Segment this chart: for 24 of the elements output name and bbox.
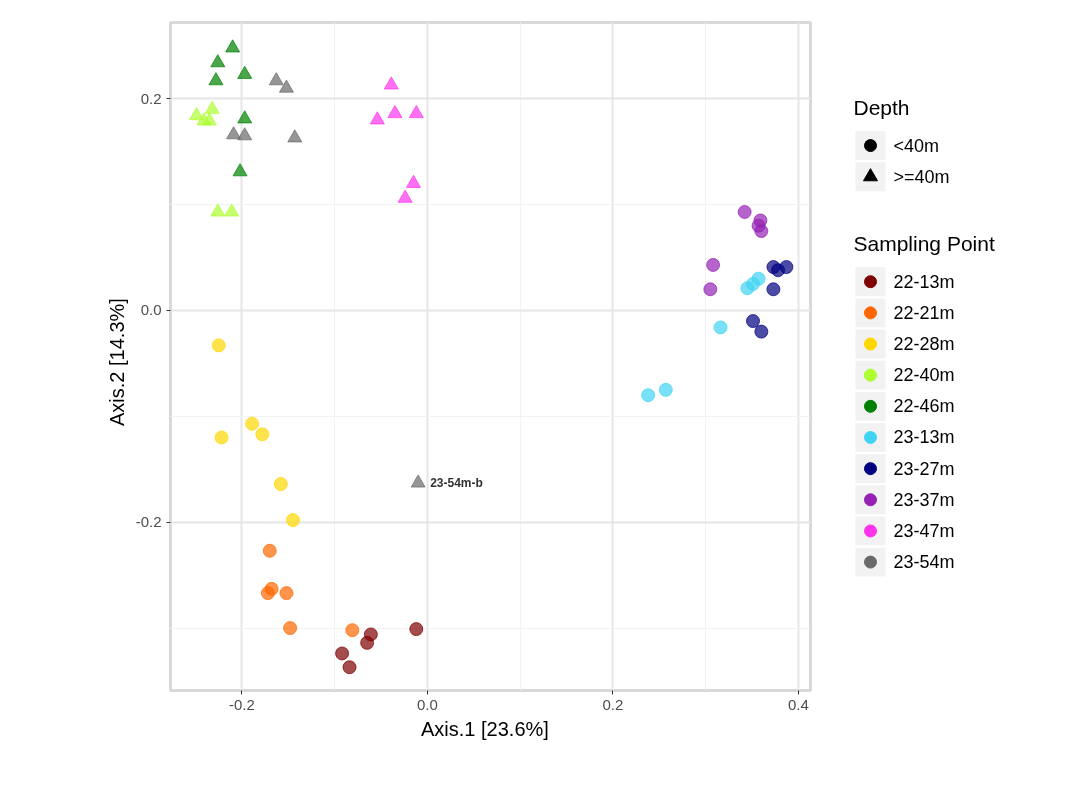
- legend-label: >=40m: [893, 166, 950, 187]
- legend-label: 23-37m: [893, 489, 955, 510]
- x-tick-label: 0.0: [417, 695, 438, 713]
- x-axis-title: Axis.1 [23.6%]: [421, 717, 549, 740]
- x-tick-label: -0.2: [229, 695, 255, 713]
- y-tick-label: -0.2: [135, 513, 162, 531]
- legend-label: 23-27m: [893, 458, 955, 479]
- legend-label: 22-21m: [893, 302, 955, 323]
- x-tick-label: 0.2: [602, 695, 624, 713]
- legend-label: 23-13m: [893, 427, 955, 448]
- legend-label: 22-46m: [893, 396, 955, 417]
- y-axis-title: Axis.2 [14.3%]: [105, 298, 128, 426]
- text: Depth: [853, 95, 910, 119]
- y-tick-label: 0.2: [140, 89, 162, 107]
- annotation: 23-54m-b: [430, 476, 483, 491]
- text: Sampling Point: [853, 232, 995, 256]
- legend-label: 23-54m: [893, 552, 955, 573]
- x-tick-label: 0.4: [788, 695, 809, 713]
- legend-label: 22-13m: [893, 271, 955, 292]
- legend-label: <40m: [893, 135, 940, 156]
- y-tick-label: 0.0: [140, 301, 162, 319]
- legend-label: 22-28m: [893, 334, 955, 355]
- legend-label: 22-40m: [893, 365, 955, 386]
- legend-label: 23-47m: [893, 520, 955, 541]
